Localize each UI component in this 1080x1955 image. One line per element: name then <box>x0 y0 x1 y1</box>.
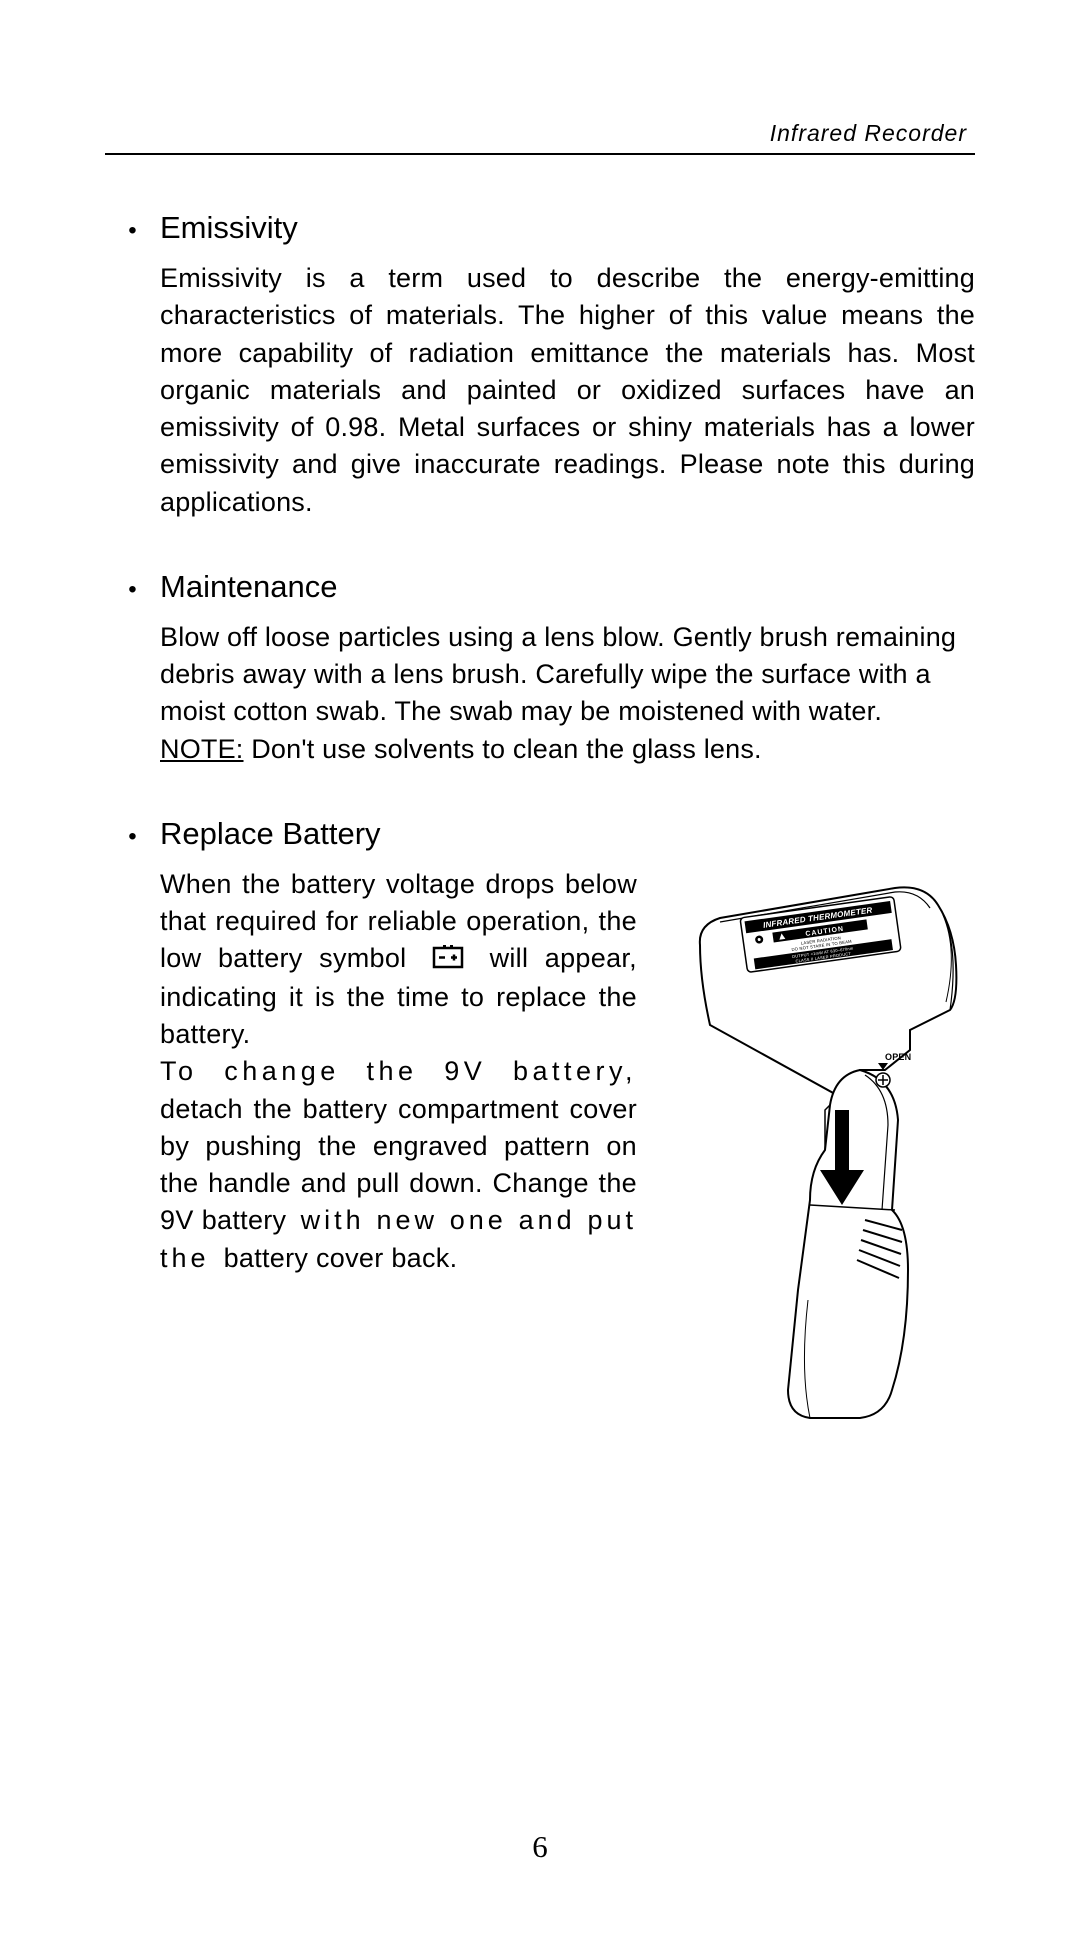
note-body: Don't use solvents to clean the glass le… <box>244 734 762 764</box>
device-illustration: INFRARED THERMOMETER CAUTION LASER RADIA… <box>655 866 975 1430</box>
maintenance-body: Blow off loose particles using a lens bl… <box>160 619 975 768</box>
replace-battery-text: When the battery voltage drops below tha… <box>160 866 637 1430</box>
infrared-thermometer-icon: INFRARED THERMOMETER CAUTION LASER RADIA… <box>660 870 970 1430</box>
emissivity-heading: Emissivity <box>160 210 298 246</box>
maintenance-note: NOTE: Don't use solvents to clean the gl… <box>160 731 975 768</box>
heading-row: • Emissivity <box>105 210 975 246</box>
page-container: Infrared Recorder • Emissivity Emissivit… <box>105 120 975 1955</box>
emissivity-body: Emissivity is a term used to describe th… <box>160 260 975 521</box>
bullet-icon: • <box>105 572 160 602</box>
header-title: Infrared Recorder <box>770 120 967 146</box>
section-maintenance: • Maintenance Blow off loose particles u… <box>105 569 975 768</box>
battery-para-1: When the battery voltage drops below tha… <box>160 866 637 1054</box>
heading-row: • Maintenance <box>105 569 975 605</box>
note-label: NOTE: <box>160 734 244 764</box>
section-replace-battery: • Replace Battery When the battery volta… <box>105 816 975 1430</box>
maintenance-heading: Maintenance <box>160 569 338 605</box>
section-emissivity: • Emissivity Emissivity is a term used t… <box>105 210 975 521</box>
bullet-icon: • <box>105 819 160 849</box>
replace-battery-heading: Replace Battery <box>160 816 381 852</box>
page-header: Infrared Recorder <box>105 120 975 155</box>
battery-para-2: To change the 9V battery, detach the bat… <box>160 1053 637 1277</box>
page-number: 6 <box>105 1829 975 1865</box>
heading-row: • Replace Battery <box>105 816 975 852</box>
bullet-icon: • <box>105 213 160 243</box>
page-content: • Emissivity Emissivity is a term used t… <box>105 155 975 1430</box>
low-battery-icon <box>431 942 465 979</box>
replace-battery-body: When the battery voltage drops below tha… <box>160 866 975 1430</box>
svg-text:OPEN: OPEN <box>885 1052 911 1062</box>
